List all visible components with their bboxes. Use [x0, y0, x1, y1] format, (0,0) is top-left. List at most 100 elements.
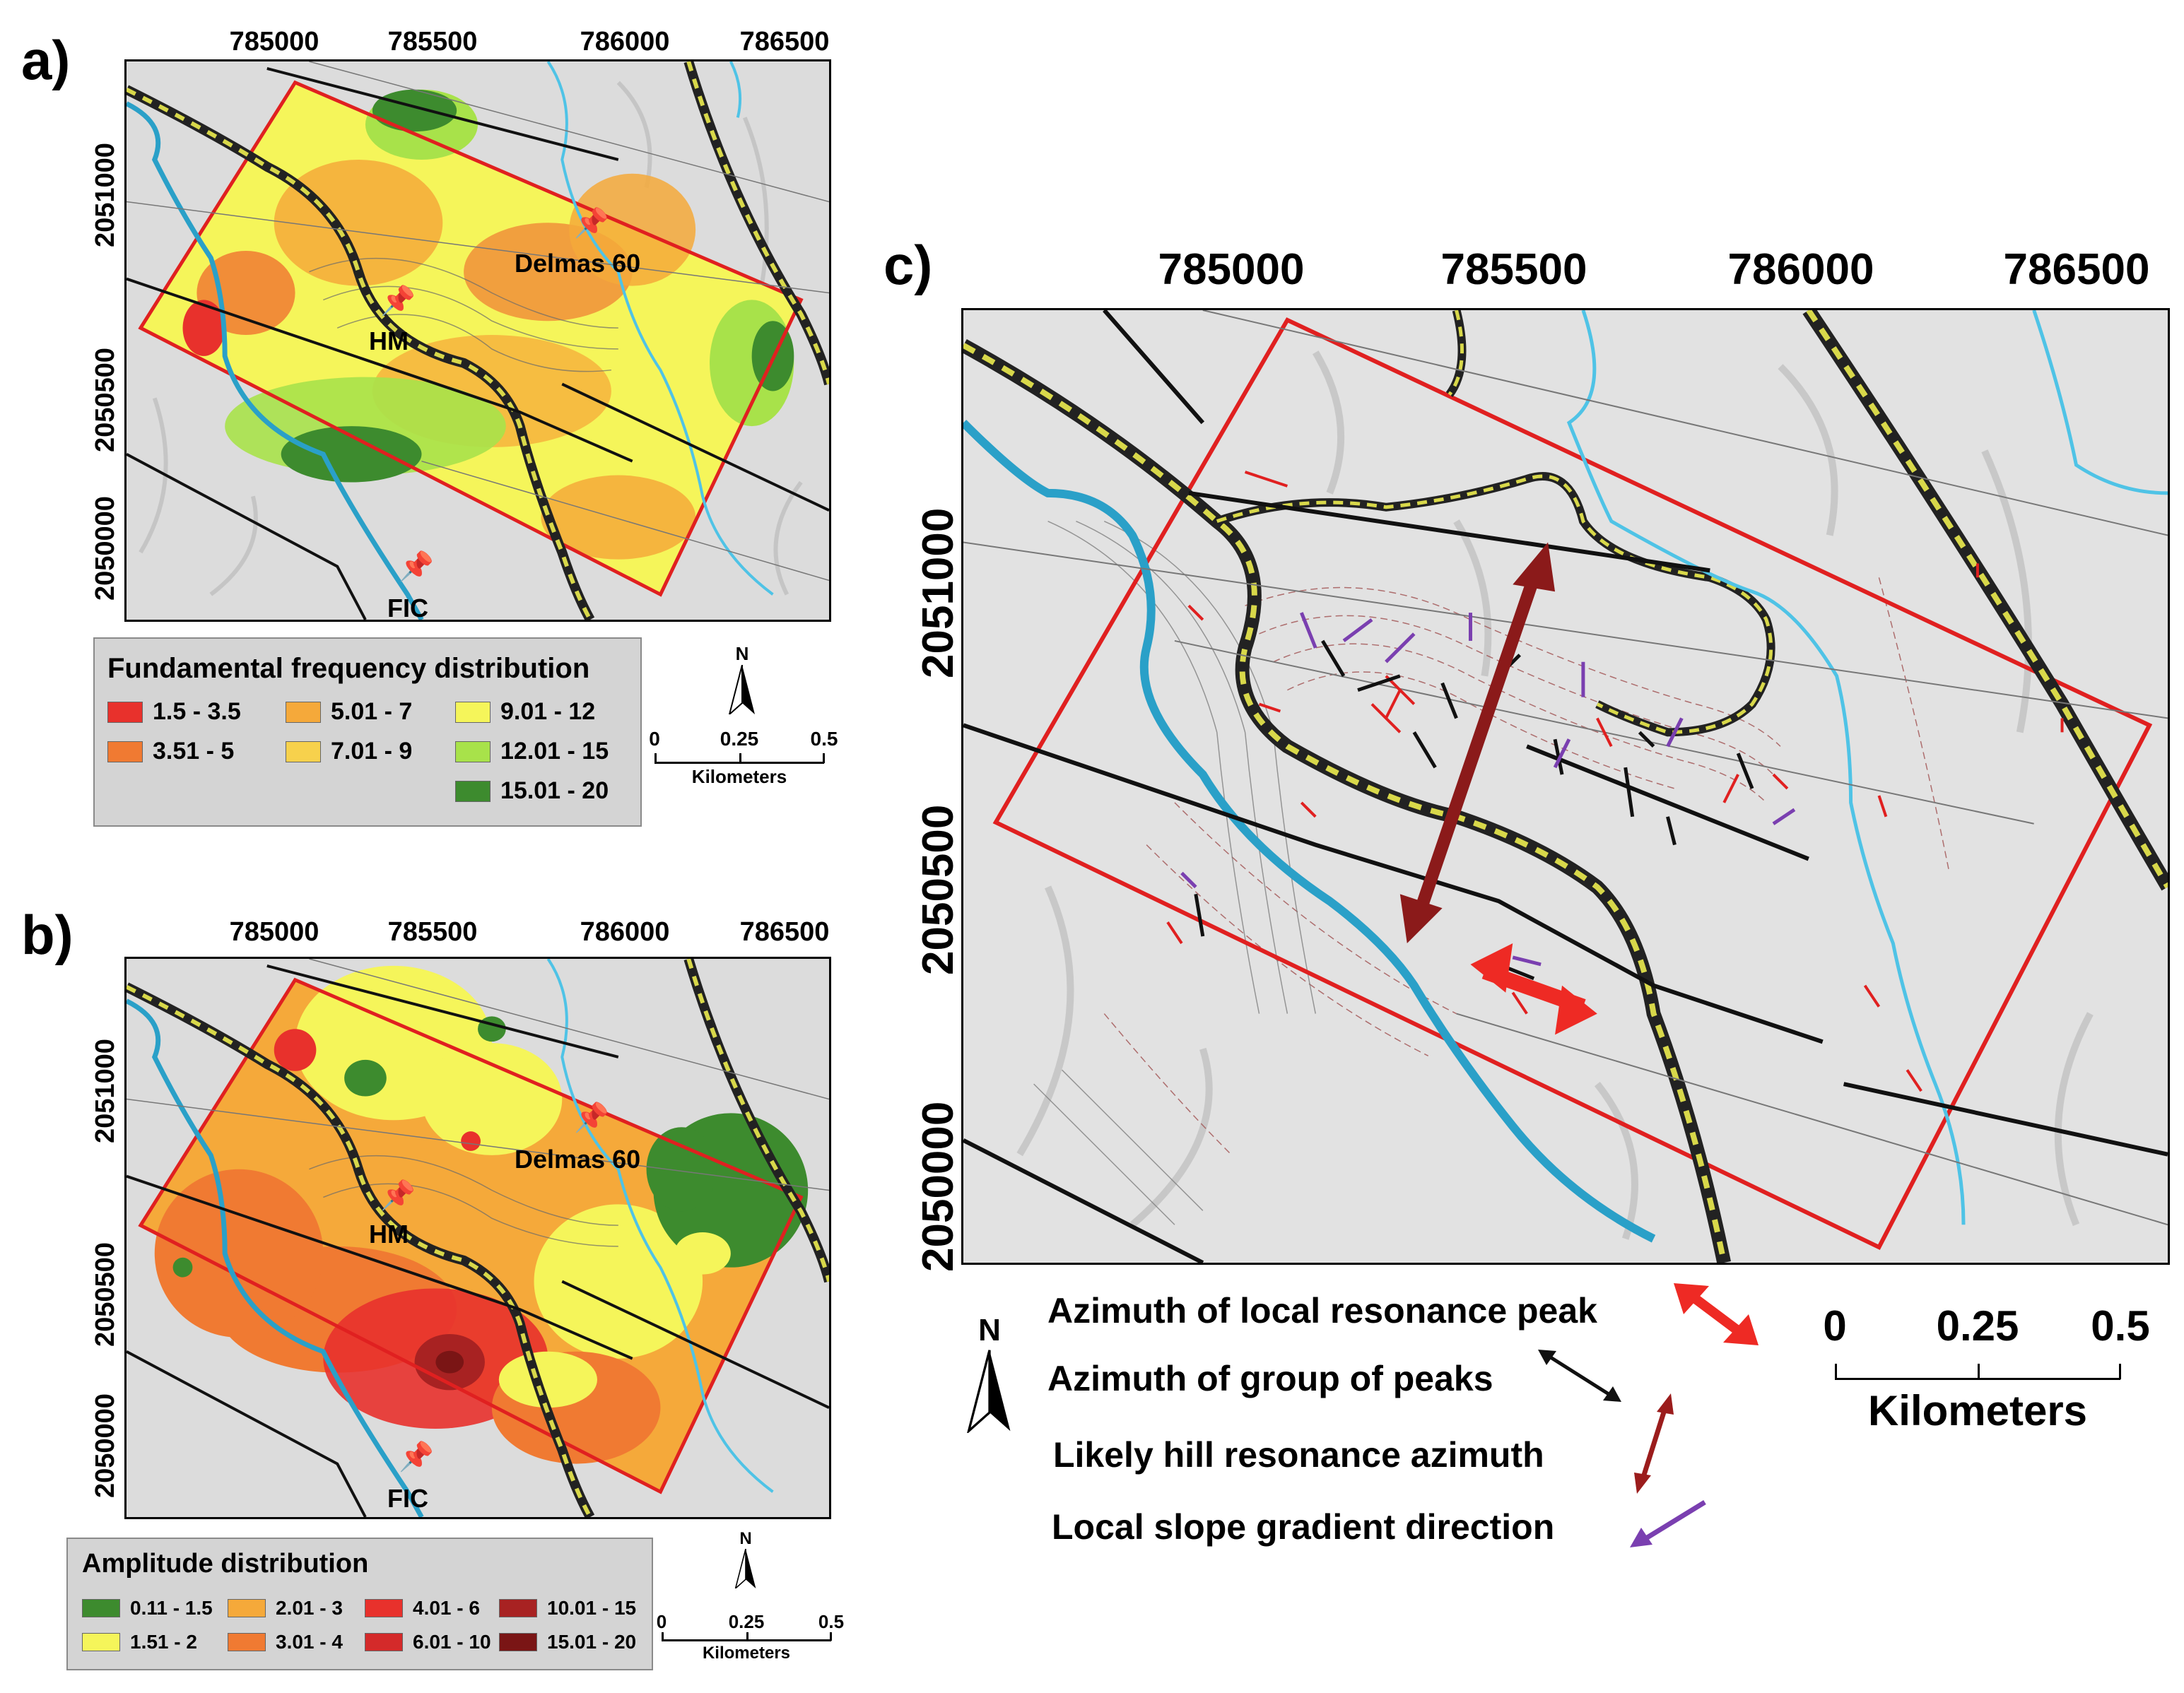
panel-b-hm-label: HM	[369, 1220, 409, 1249]
panel-c-y-tick: 2051000	[914, 507, 963, 678]
panel-a-legend-item: 1.5 - 3.5	[107, 698, 241, 726]
panel-b-y-tick: 2050500	[90, 1242, 120, 1347]
panel-c-map	[961, 308, 2170, 1265]
panel-b-legend: Amplitude distribution 0.11 - 1.5 1.51 -…	[66, 1538, 653, 1670]
legend-swatch	[499, 1633, 537, 1651]
legend-swatch	[82, 1599, 120, 1617]
key-hill-resonance-arrow-icon	[1634, 1393, 1674, 1494]
panel-a-x-tick: 786500	[739, 27, 830, 57]
north-arrow-icon	[967, 1350, 1011, 1433]
scale-unit: Kilometers	[1867, 1387, 2088, 1434]
legend-swatch	[228, 1633, 266, 1651]
panel-c-north-arrow: N	[961, 1313, 1018, 1433]
panel-c-x-tick: 785000	[1158, 245, 1305, 294]
panel-b-legend-title: Amplitude distribution	[82, 1549, 369, 1579]
scale-label: 0.5	[810, 728, 838, 750]
panel-a-legend-item: 7.01 - 9	[286, 738, 412, 765]
frequency-zones	[140, 82, 802, 595]
slope-gradient-arrows	[1180, 577, 1796, 967]
panel-b-fic-label: FIC	[387, 1484, 428, 1513]
panel-b-legend-item: 6.01 - 10	[365, 1631, 491, 1653]
panel-a-legend-item: 3.51 - 5	[107, 738, 234, 765]
legend-swatch	[286, 741, 321, 762]
hill-resonance-arrow	[1399, 542, 1556, 944]
study-area-boundary	[992, 317, 2153, 1251]
legend-swatch	[228, 1599, 266, 1617]
panel-a-y-tick: 2050000	[90, 496, 120, 601]
legend-swatch	[286, 701, 321, 723]
legend-swatch	[82, 1633, 120, 1651]
key-local-peak-label: Azimuth of local resonance peak	[1047, 1291, 1597, 1331]
north-label: N	[735, 643, 749, 664]
key-slope-gradient-arrow-icon	[1630, 1500, 1706, 1547]
scale-label: 0	[1823, 1302, 1847, 1350]
legend-swatch	[107, 701, 143, 723]
key-group-peaks-arrow-icon	[1538, 1350, 1621, 1402]
north-arrow-icon	[728, 665, 755, 714]
panel-a-legend-title: Fundamental frequency distribution	[107, 653, 590, 684]
legend-swatch	[455, 701, 491, 723]
panel-b-pin-fic-icon: 📌	[399, 1441, 434, 1473]
scale-label: 0.5	[818, 1611, 845, 1632]
scale-label: 0	[656, 1611, 667, 1632]
panel-a-pin-delmas-icon: 📌	[574, 208, 609, 239]
panel-b-legend-item: 2.01 - 3	[228, 1597, 343, 1620]
panel-b-legend-item: 3.01 - 4	[228, 1631, 343, 1653]
local-peak-large-arrow	[1470, 943, 1597, 1035]
panel-a-pin-hm-icon: 📌	[380, 285, 416, 317]
key-slope-gradient-label: Local slope gradient direction	[1052, 1507, 1555, 1547]
panel-c-y-tick: 2050500	[914, 804, 963, 975]
panel-b-legend-item: 4.01 - 6	[365, 1597, 480, 1620]
panel-c-y-tick: 2050000	[914, 1101, 963, 1272]
panel-a-delmas-label: Delmas 60	[515, 249, 641, 278]
scale-label: 0.25	[720, 728, 759, 750]
panel-c-x-tick: 786000	[1727, 245, 1874, 294]
legend-swatch	[365, 1599, 403, 1617]
panel-a-x-tick: 785500	[387, 27, 478, 57]
panel-b-pin-delmas-icon: 📌	[574, 1102, 609, 1133]
panel-c-map-svg	[963, 310, 2168, 1263]
panel-a-map	[124, 59, 831, 622]
panel-b-y-tick: 2050000	[90, 1393, 120, 1498]
panel-a-fic-label: FIC	[387, 594, 428, 623]
panel-a-scale-bar: 0 0.25 0.5 Kilometers	[649, 728, 838, 791]
scale-unit: Kilometers	[691, 766, 787, 787]
panel-b-x-tick: 785000	[229, 917, 319, 947]
panel-a-legend: Fundamental frequency distribution 1.5 -…	[93, 637, 642, 827]
legend-swatch	[455, 780, 491, 802]
panel-a-legend-item: 5.01 - 7	[286, 698, 412, 726]
panel-b-map-svg	[127, 959, 829, 1517]
panel-b-x-tick: 785500	[387, 917, 478, 947]
panel-c-x-tick: 786500	[2003, 245, 2150, 294]
north-arrow-icon	[734, 1549, 756, 1588]
panel-a-letter: a)	[21, 29, 71, 91]
panel-b-x-tick: 786500	[739, 917, 830, 947]
legend-swatch	[499, 1599, 537, 1617]
panel-a-hm-label: HM	[369, 326, 409, 355]
panel-b-scale-bar: 0 0.25 0.5 Kilometers	[656, 1611, 845, 1668]
panel-a-north-arrow: N	[721, 643, 763, 714]
panel-a-x-tick: 786000	[580, 27, 670, 57]
river	[127, 101, 424, 620]
panel-b-delmas-label: Delmas 60	[515, 1145, 641, 1174]
legend-swatch	[107, 741, 143, 762]
north-label: N	[739, 1529, 752, 1548]
panel-c-x-tick: 785500	[1440, 245, 1587, 294]
panel-b-y-tick: 2051000	[90, 1039, 120, 1143]
key-hill-resonance-label: Likely hill resonance azimuth	[1053, 1435, 1544, 1475]
legend-swatch	[455, 741, 491, 762]
amplitude-zones	[140, 965, 809, 1492]
panel-a-legend-item: 15.01 - 20	[455, 777, 609, 805]
scale-label: 0	[649, 728, 660, 750]
panel-a-y-tick: 2051000	[90, 143, 120, 247]
panel-c-scale-bar: 0 0.25 0.5 Kilometers	[1823, 1302, 2149, 1443]
panel-b-map	[124, 957, 831, 1519]
river	[963, 420, 1656, 1243]
panel-b-legend-item: 10.01 - 15	[499, 1597, 636, 1620]
study-area-boundary	[138, 80, 804, 597]
panel-a-y-tick: 2050500	[90, 348, 120, 452]
panel-a-legend-item: 12.01 - 15	[455, 738, 609, 765]
panel-a-x-tick: 785000	[229, 27, 319, 57]
north-label: N	[978, 1313, 1001, 1347]
panel-b-north-arrow: N	[728, 1529, 763, 1588]
